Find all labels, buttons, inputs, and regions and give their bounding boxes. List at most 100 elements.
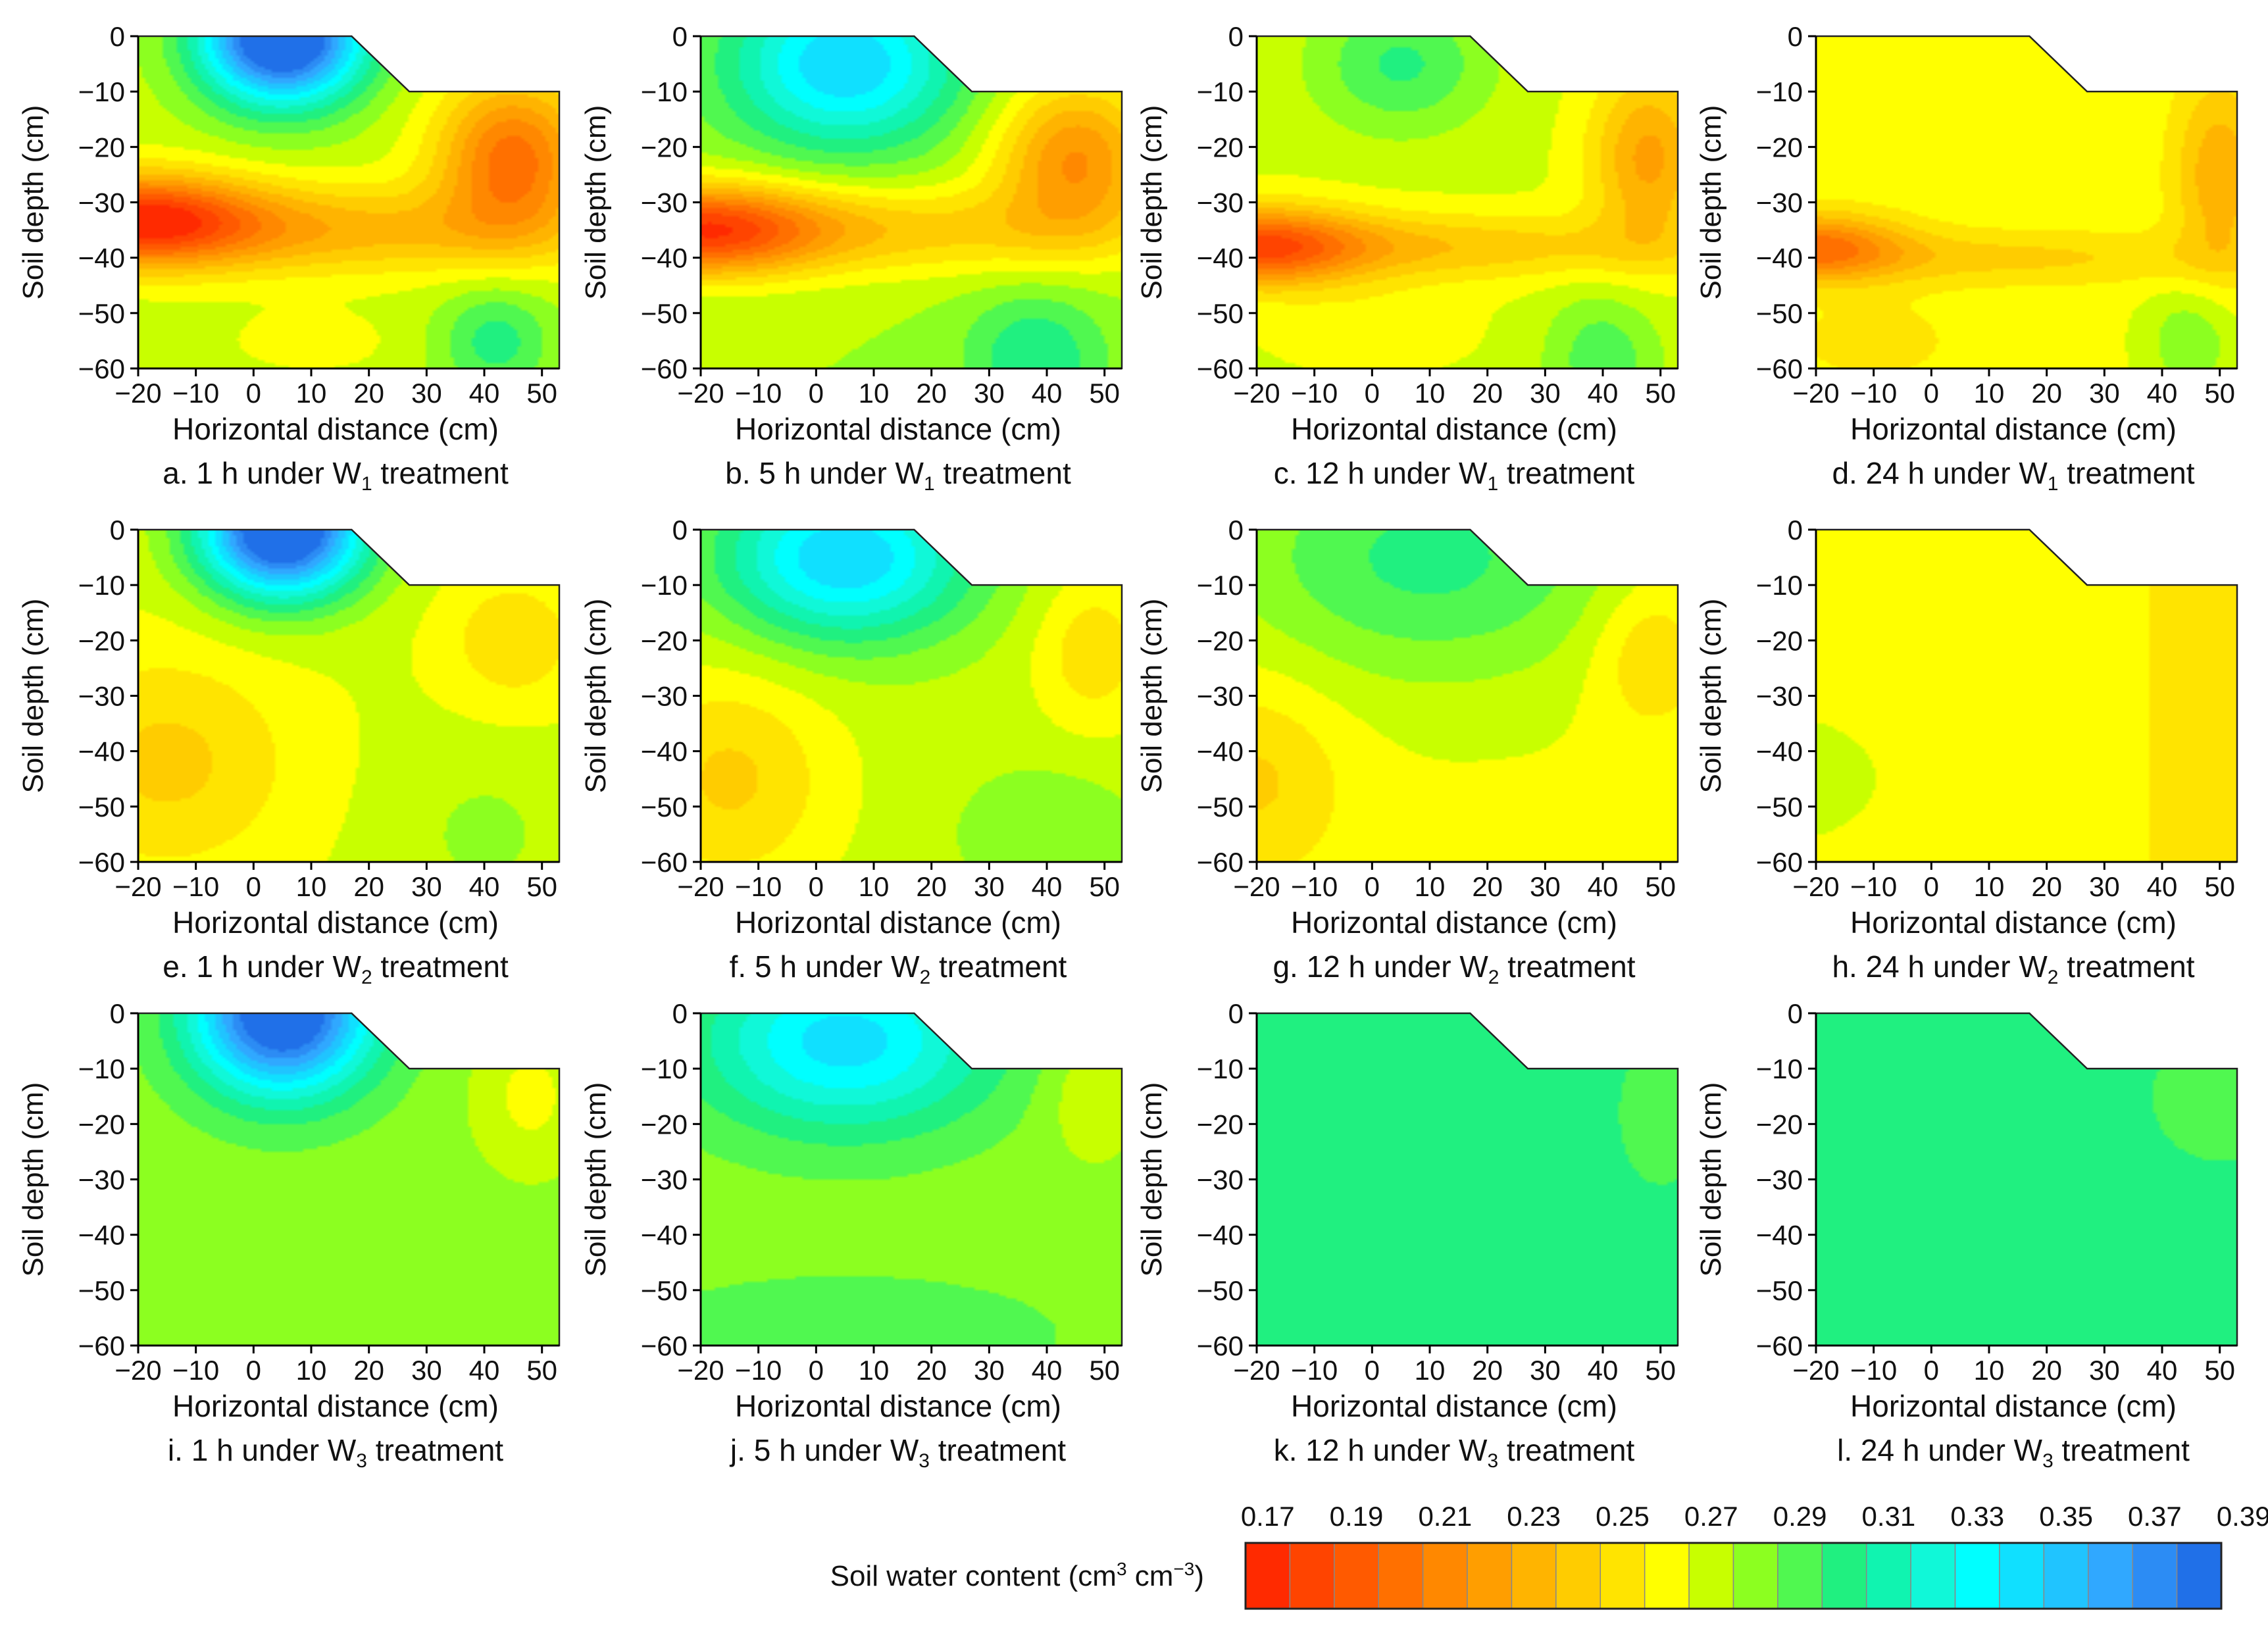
y-tick-label: −10 xyxy=(1756,76,1803,107)
y-tick-label: 0 xyxy=(110,515,125,545)
colorbar-tick-label: 0.33 xyxy=(1950,1501,2004,1532)
colorbar-swatch xyxy=(1954,1542,2000,1609)
y-tick-label: −40 xyxy=(1197,1220,1244,1251)
y-tick-label: −50 xyxy=(1197,792,1244,822)
y-tick-label: −20 xyxy=(1756,625,1803,656)
y-axis-label: Soil depth (cm) xyxy=(1136,599,1168,793)
y-tick-label: −60 xyxy=(1197,1330,1244,1361)
colorbar-swatch xyxy=(2088,1542,2133,1609)
x-axis-label: Horizontal distance (cm) xyxy=(172,412,499,446)
x-tick-label: 20 xyxy=(1472,1355,1503,1386)
x-tick-label: 30 xyxy=(974,1355,1005,1386)
y-tick-label: 0 xyxy=(672,998,688,1029)
y-tick-label: −60 xyxy=(78,1330,125,1361)
panel-caption-g: g. 12 h under W2 treatment xyxy=(1273,949,1635,988)
y-tick-label: −40 xyxy=(1197,243,1244,274)
y-tick-label: −10 xyxy=(1756,1053,1803,1084)
x-tick-label: 50 xyxy=(2204,378,2235,409)
x-tick-label: −10 xyxy=(172,871,219,902)
y-tick-label: −40 xyxy=(1756,736,1803,767)
colorbar-swatch xyxy=(1688,1542,1734,1609)
x-tick-label: 40 xyxy=(2147,378,2178,409)
contour-fill-b xyxy=(701,36,1122,368)
x-tick-label: 20 xyxy=(1472,378,1503,409)
panel-caption-d: d. 24 h under W1 treatment xyxy=(1832,456,2194,495)
panel-k: 0−10−20−30−40−50−60−20 −10 0 10 20 30 40 50Hori… xyxy=(1136,998,1679,1472)
contour-fill-k xyxy=(1257,1013,1678,1346)
x-tick-label: −20 xyxy=(677,871,724,902)
x-tick-label: 10 xyxy=(296,871,327,902)
y-axis-label: Soil depth (cm) xyxy=(17,599,49,793)
x-tick-label: 20 xyxy=(2031,1355,2062,1386)
x-tick-label: 10 xyxy=(1974,1355,2005,1386)
colorbar-tick-label: 0.39 xyxy=(2217,1501,2268,1532)
y-tick-label: −20 xyxy=(1197,1109,1244,1140)
x-tick-label: 30 xyxy=(2089,1355,2120,1386)
y-tick-label: −50 xyxy=(78,298,125,329)
x-tick-label: 40 xyxy=(1588,1355,1619,1386)
y-tick-label: −60 xyxy=(1197,847,1244,878)
y-axis-label: Soil depth (cm) xyxy=(17,105,49,300)
y-tick-label: 0 xyxy=(1788,21,1803,52)
x-tick-label: 10 xyxy=(859,1355,890,1386)
colorbar-swatch xyxy=(2176,1542,2222,1609)
y-tick-label: −40 xyxy=(78,243,125,274)
colorbar-tick-label: 0.29 xyxy=(1773,1501,1827,1532)
y-tick-label: −30 xyxy=(78,1165,125,1196)
y-tick-label: −50 xyxy=(641,792,688,822)
contour-fill-f xyxy=(701,530,1122,862)
x-tick-label: 10 xyxy=(1415,1355,1446,1386)
panel-h: 0−10−20−30−40−50−60−20 −10 0 10 20 30 40 50Hori… xyxy=(1695,515,2238,988)
panel-caption-l: l. 24 h under W3 treatment xyxy=(1837,1433,2190,1472)
x-tick-label: 40 xyxy=(2147,871,2178,902)
x-tick-label: 20 xyxy=(916,378,947,409)
x-tick-label: 50 xyxy=(1645,1355,1676,1386)
x-axis-label: Horizontal distance (cm) xyxy=(172,1389,499,1423)
colorbar-swatch xyxy=(1865,1542,1911,1609)
y-tick-label: −20 xyxy=(641,1109,688,1140)
y-tick-label: −20 xyxy=(1197,132,1244,163)
x-tick-label: 50 xyxy=(1645,378,1676,409)
panel-caption-j: j. 5 h under W3 treatment xyxy=(729,1433,1066,1472)
x-tick-label: 10 xyxy=(1974,378,2005,409)
y-tick-label: 0 xyxy=(1228,998,1244,1029)
colorbar-tick-label: 0.17 xyxy=(1241,1501,1295,1532)
y-tick-label: −60 xyxy=(641,847,688,878)
y-tick-label: −10 xyxy=(78,76,125,107)
y-tick-label: 0 xyxy=(1228,21,1244,52)
colorbar-swatch xyxy=(1245,1542,1291,1609)
x-tick-label: 0 xyxy=(246,871,261,902)
x-tick-label: 10 xyxy=(859,378,890,409)
y-tick-label: −40 xyxy=(78,736,125,767)
x-tick-label: 50 xyxy=(1089,378,1120,409)
y-tick-label: 0 xyxy=(1788,998,1803,1029)
x-tick-label: −10 xyxy=(735,871,782,902)
x-tick-label: 20 xyxy=(353,871,384,902)
colorbar-swatch xyxy=(1600,1542,1646,1609)
x-axis-label: Horizontal distance (cm) xyxy=(1291,905,1617,940)
colorbar-tick-label: 0.37 xyxy=(2128,1501,2182,1532)
x-tick-label: 10 xyxy=(1415,871,1446,902)
colorbar-tick-label: 0.19 xyxy=(1330,1501,1384,1532)
y-tick-label: −50 xyxy=(641,1275,688,1306)
y-tick-label: −50 xyxy=(1756,298,1803,329)
y-tick-label: −10 xyxy=(78,570,125,601)
panel-caption-b: b. 5 h under W1 treatment xyxy=(725,456,1071,495)
x-tick-label: 30 xyxy=(411,378,442,409)
y-tick-label: −20 xyxy=(78,132,125,163)
x-tick-label: 10 xyxy=(296,378,327,409)
y-tick-label: −40 xyxy=(641,736,688,767)
y-tick-label: −50 xyxy=(78,1275,125,1306)
y-axis-label: Soil depth (cm) xyxy=(1695,1082,1727,1277)
y-tick-label: −60 xyxy=(1197,353,1244,384)
x-tick-label: 50 xyxy=(526,871,557,902)
x-tick-label: −20 xyxy=(114,1355,161,1386)
x-tick-label: 30 xyxy=(1530,378,1561,409)
x-tick-label: 20 xyxy=(916,1355,947,1386)
colorbar-swatch xyxy=(1999,1542,2045,1609)
contour-fill-e xyxy=(138,530,559,862)
y-tick-label: −60 xyxy=(1756,1330,1803,1361)
y-tick-label: −10 xyxy=(1197,570,1244,601)
panel-caption-h: h. 24 h under W2 treatment xyxy=(1832,949,2194,988)
